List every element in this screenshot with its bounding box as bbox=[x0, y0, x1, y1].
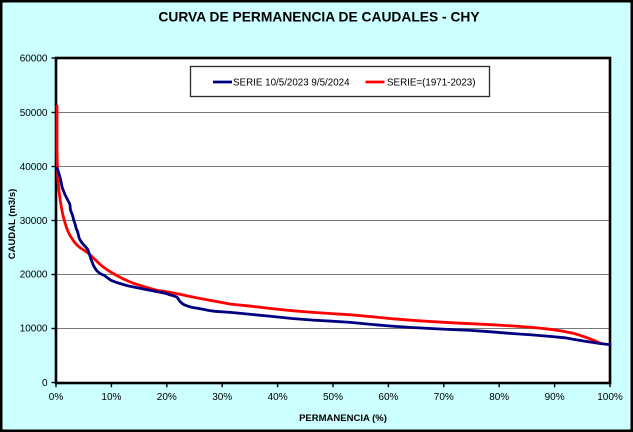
svg-text:0: 0 bbox=[42, 378, 48, 389]
svg-text:50000: 50000 bbox=[20, 108, 48, 119]
svg-text:SERIE 10/5/2023 9/5/2024: SERIE 10/5/2023 9/5/2024 bbox=[233, 77, 350, 88]
svg-text:PERMANENCIA (%): PERMANENCIA (%) bbox=[299, 413, 387, 424]
svg-text:50%: 50% bbox=[323, 392, 343, 403]
svg-text:CURVA DE PERMANENCIA DE CAUDAL: CURVA DE PERMANENCIA DE CAUDALES - CHY bbox=[158, 10, 479, 25]
svg-text:60%: 60% bbox=[378, 392, 398, 403]
svg-text:10%: 10% bbox=[101, 392, 121, 403]
svg-text:SERIE=(1971-2023): SERIE=(1971-2023) bbox=[387, 77, 476, 88]
svg-text:CAUDAL (m3/s): CAUDAL (m3/s) bbox=[7, 189, 18, 260]
svg-text:10000: 10000 bbox=[20, 324, 48, 335]
svg-text:20%: 20% bbox=[157, 392, 177, 403]
svg-text:70%: 70% bbox=[434, 392, 454, 403]
svg-text:30000: 30000 bbox=[20, 216, 48, 227]
svg-text:80%: 80% bbox=[489, 392, 509, 403]
svg-text:0%: 0% bbox=[49, 392, 64, 403]
svg-text:90%: 90% bbox=[545, 392, 565, 403]
svg-text:100%: 100% bbox=[597, 392, 623, 403]
svg-text:60000: 60000 bbox=[20, 54, 48, 65]
svg-text:40000: 40000 bbox=[20, 162, 48, 173]
svg-text:30%: 30% bbox=[212, 392, 232, 403]
svg-text:40%: 40% bbox=[268, 392, 288, 403]
svg-text:20000: 20000 bbox=[20, 270, 48, 281]
